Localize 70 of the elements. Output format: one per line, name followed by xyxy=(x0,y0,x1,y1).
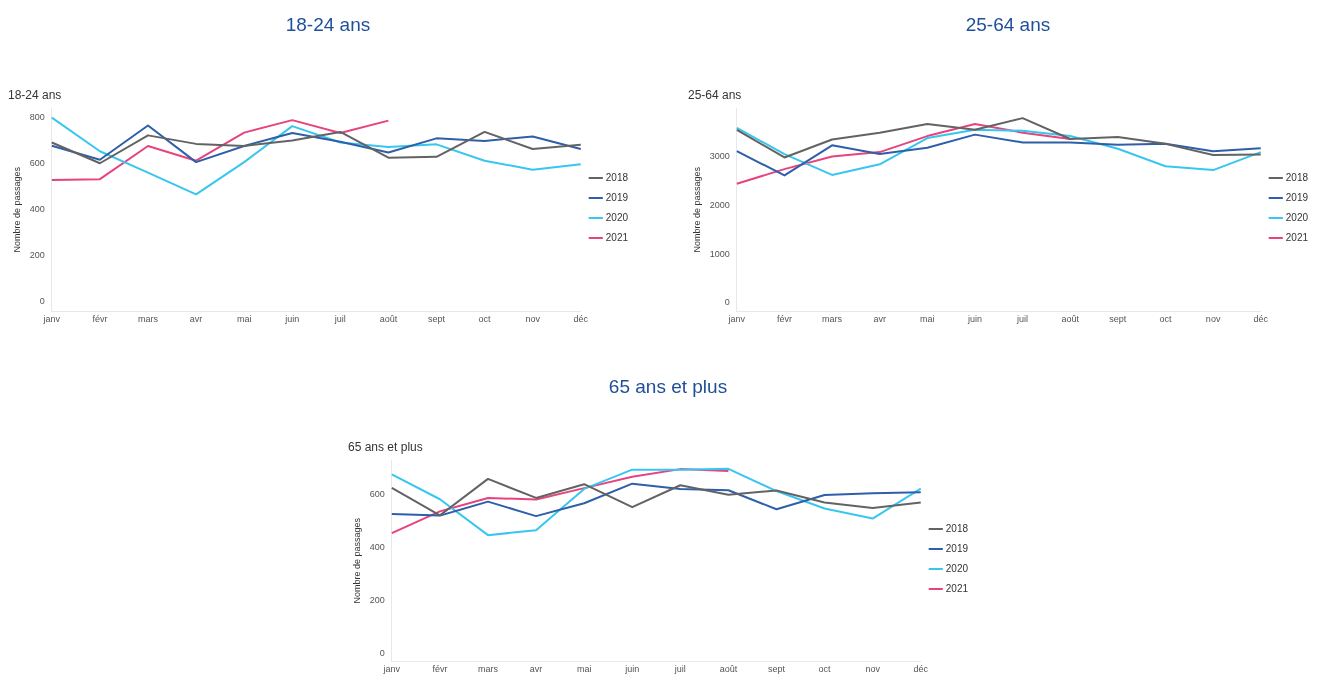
y-tick-label: 2000 xyxy=(709,200,730,211)
x-tick-label: nov xyxy=(865,664,881,675)
x-tick-label: mai xyxy=(920,314,935,325)
x-tick-label: juil xyxy=(1016,314,1029,325)
x-tick-label: févr xyxy=(432,664,448,675)
x-tick-label: mars xyxy=(822,314,843,325)
y-tick-label: 400 xyxy=(369,542,385,553)
legend-label: 2018 xyxy=(605,171,629,183)
y-axis-title: Nombre de passages xyxy=(691,166,702,253)
x-tick-label: mars xyxy=(137,314,159,325)
legend-label: 2020 xyxy=(945,562,969,574)
x-tick-label: mars xyxy=(477,664,499,675)
x-tick-label: sept xyxy=(427,314,446,325)
legend-label: 2021 xyxy=(1285,231,1309,243)
legend-label: 2019 xyxy=(1285,191,1309,203)
y-tick-label: 200 xyxy=(29,250,45,261)
x-tick-label: avr xyxy=(189,314,203,325)
x-tick-label: août xyxy=(719,664,738,675)
chart-subtitle: 18-24 ans xyxy=(8,87,62,102)
x-tick-label: oct xyxy=(818,664,832,675)
legend-label: 2019 xyxy=(945,542,969,554)
x-tick-label: juin xyxy=(966,314,982,325)
x-tick-label: mai xyxy=(236,314,252,325)
chart-subtitle: 25-64 ans xyxy=(688,87,742,102)
x-tick-label: févr xyxy=(776,314,792,325)
chart-title: 18-24 ans xyxy=(284,13,372,37)
chart-subtitle: 65 ans et plus xyxy=(348,439,423,454)
legend-label: 2020 xyxy=(1285,211,1309,223)
legend-label: 2018 xyxy=(1285,171,1309,183)
x-tick-label: oct xyxy=(1159,314,1172,325)
x-tick-label: juil xyxy=(333,314,346,325)
x-tick-label: nov xyxy=(1205,314,1221,325)
legend-label: 2021 xyxy=(605,231,629,243)
x-tick-label: janv xyxy=(727,314,746,325)
x-tick-label: déc xyxy=(913,664,929,675)
y-axis-title: Nombre de passages xyxy=(351,517,362,604)
x-tick-label: déc xyxy=(1253,314,1269,325)
y-tick-label: 400 xyxy=(29,204,45,215)
x-tick-label: juin xyxy=(284,314,300,325)
legend-label: 2021 xyxy=(945,582,969,594)
y-tick-label: 0 xyxy=(724,297,730,308)
x-tick-label: août xyxy=(379,314,398,325)
x-tick-label: sept xyxy=(1109,314,1127,325)
chart-title: 65 ans et plus xyxy=(607,375,729,399)
legend-label: 2019 xyxy=(605,191,629,203)
y-tick-label: 0 xyxy=(379,647,385,658)
x-tick-label: janv xyxy=(42,314,61,325)
x-tick-label: mai xyxy=(576,664,592,675)
x-tick-label: avr xyxy=(873,314,886,325)
x-tick-label: avr xyxy=(529,664,543,675)
x-tick-label: nov xyxy=(525,314,541,325)
x-tick-label: juin xyxy=(624,664,640,675)
x-tick-label: févr xyxy=(92,314,108,325)
x-tick-label: juil xyxy=(673,664,686,675)
y-tick-label: 1000 xyxy=(709,248,730,259)
y-tick-label: 0 xyxy=(39,296,45,307)
y-tick-label: 600 xyxy=(29,158,45,169)
x-tick-label: janv xyxy=(382,664,401,675)
legend-label: 2020 xyxy=(605,211,629,223)
y-axis-title: Nombre de passages xyxy=(11,166,22,253)
y-tick-label: 200 xyxy=(369,594,385,605)
legend-label: 2018 xyxy=(945,522,969,534)
x-tick-label: déc xyxy=(573,314,589,325)
y-tick-label: 800 xyxy=(29,112,45,123)
chart-title: 25-64 ans xyxy=(964,13,1052,37)
x-tick-label: oct xyxy=(478,314,492,325)
x-tick-label: sept xyxy=(767,664,786,675)
y-tick-label: 600 xyxy=(369,489,385,500)
x-tick-label: août xyxy=(1061,314,1080,325)
y-tick-label: 3000 xyxy=(709,151,730,162)
